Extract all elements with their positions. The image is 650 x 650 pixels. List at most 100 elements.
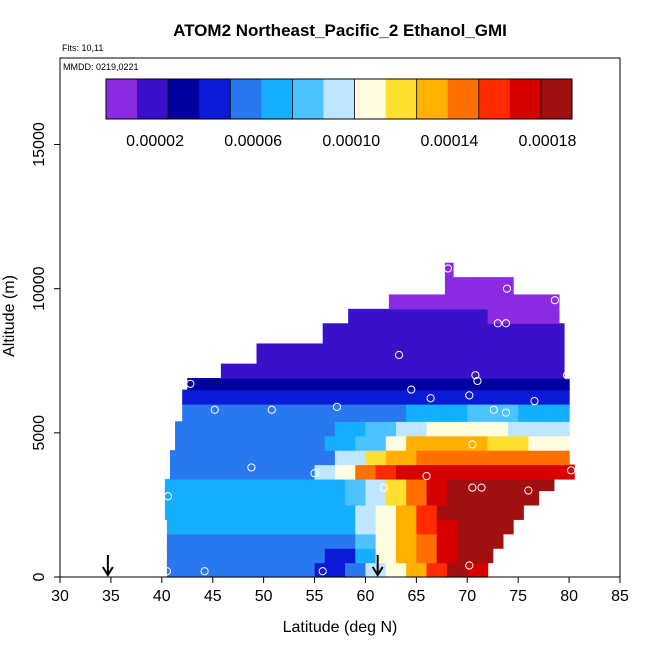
heatmap-cell — [175, 421, 336, 437]
x-axis-label: Latitude (deg N) — [283, 619, 398, 636]
heatmap-cell — [334, 464, 356, 480]
sample-point — [394, 350, 404, 360]
x-tick-label: 70 — [458, 588, 476, 605]
heatmap-cell — [334, 421, 367, 437]
heatmap-cell — [444, 277, 479, 296]
y-tick-label: 0 — [31, 572, 48, 581]
heatmap-cell — [375, 464, 397, 480]
colorbar-swatch — [478, 79, 511, 119]
heatmap-cell — [385, 435, 407, 451]
heatmap-cell — [396, 533, 417, 549]
heatmap-cell — [426, 562, 448, 578]
heatmap-cell — [365, 490, 387, 506]
heatmap-cell — [314, 389, 387, 405]
colorbar-tick-label: 0.00002 — [126, 133, 184, 150]
colorbar-swatch — [354, 79, 386, 119]
x-tick-label: 75 — [509, 588, 527, 605]
colorbar-swatch — [323, 79, 355, 119]
heatmap-cell — [396, 504, 417, 520]
heatmap-cell — [406, 562, 428, 578]
heatmap-cell — [355, 533, 377, 549]
colorbar-swatch — [199, 79, 231, 119]
heatmap-cell — [416, 519, 438, 535]
heatmap-cell — [508, 343, 565, 365]
heatmap-cell — [375, 519, 397, 535]
mmdd-annotation: MMDD: 0219,0221 — [63, 62, 139, 72]
heatmap-cell — [164, 504, 336, 520]
heatmap-cell — [518, 450, 570, 466]
sample-point — [407, 385, 416, 394]
heatmap-cell — [304, 450, 336, 466]
x-tick-label: 80 — [560, 588, 578, 605]
heatmap-cell — [436, 533, 458, 549]
x-tick-label: 45 — [204, 588, 222, 605]
y-axis-label: Altitude (m) — [1, 275, 18, 357]
heatmap-cell — [406, 490, 428, 506]
heatmap-layer — [164, 262, 575, 578]
heatmap-cell — [436, 548, 458, 564]
heatmap-cell — [385, 490, 407, 506]
sample-point — [443, 264, 453, 273]
x-tick-label: 40 — [153, 588, 171, 605]
heatmap-cell — [528, 435, 570, 451]
x-tick-label: 60 — [357, 588, 375, 605]
sample-point — [567, 466, 576, 475]
heatmap-cell — [446, 478, 555, 492]
sample-point — [493, 319, 502, 328]
heatmap-cell — [375, 533, 397, 549]
marker-arrow-head — [371, 566, 384, 577]
colorbar-swatch — [509, 79, 542, 119]
heatmap-cell — [436, 519, 458, 535]
heatmap-cell — [416, 464, 575, 480]
heatmap-cell — [396, 519, 417, 535]
heatmap-cell — [385, 478, 407, 492]
colorbar-frame — [105, 78, 573, 120]
heatmap-cell — [345, 343, 428, 365]
heatmap-cell — [508, 294, 560, 310]
heatmap-cell — [416, 378, 489, 391]
heatmap-cell — [169, 464, 285, 480]
heatmap-cell — [406, 404, 468, 422]
heatmap-cell — [467, 389, 570, 405]
heatmap-cell — [385, 562, 407, 578]
heatmap-cell — [487, 435, 529, 451]
sample-point — [465, 391, 474, 400]
sample-point — [524, 486, 533, 495]
heatmap-cell — [444, 262, 454, 278]
heatmap-cell — [166, 519, 336, 535]
heatmap-cell — [416, 533, 438, 549]
sample-point — [186, 379, 195, 388]
flights-annotation: Flts: 10,11 — [62, 43, 103, 53]
x-tick-label: 85 — [611, 588, 629, 605]
heatmap-cell — [416, 363, 489, 379]
heatmap-cell — [508, 421, 570, 437]
heatmap-cell — [436, 435, 489, 451]
x-tick-label: 50 — [255, 588, 273, 605]
heatmap-cell — [348, 308, 428, 324]
x-tick-label: 30 — [51, 588, 69, 605]
heatmap-cell — [284, 464, 316, 480]
heatmap-cell — [457, 504, 524, 520]
colorbar-swatch — [385, 79, 418, 119]
sample-points — [162, 264, 576, 576]
heatmap-cell — [477, 277, 514, 296]
heatmap-cell — [518, 404, 570, 422]
heatmap-cell — [375, 504, 397, 520]
heatmap-cell — [166, 533, 336, 549]
x-tick-label: 55 — [306, 588, 324, 605]
heatmap-cell — [446, 490, 540, 506]
heatmap-cell — [334, 450, 367, 466]
y-tick-label: 10000 — [31, 266, 48, 311]
heatmap-cell — [365, 421, 397, 437]
heatmap-cell — [175, 435, 326, 451]
heatmap-cell — [355, 519, 377, 535]
heatmap-cell — [396, 421, 428, 437]
heatmap-cell — [324, 435, 356, 451]
heatmap-cell — [385, 323, 468, 345]
heatmap-cell — [406, 478, 428, 492]
sample-point — [163, 492, 173, 501]
axes: 30 35 40 45 50 55 60 65 70 75 80 85 0 5000 10000 15000 — [31, 122, 629, 605]
heatmap-cell — [385, 450, 417, 466]
heatmap-cell — [355, 504, 377, 520]
colorbar-tick-label: 0.00006 — [224, 133, 282, 150]
